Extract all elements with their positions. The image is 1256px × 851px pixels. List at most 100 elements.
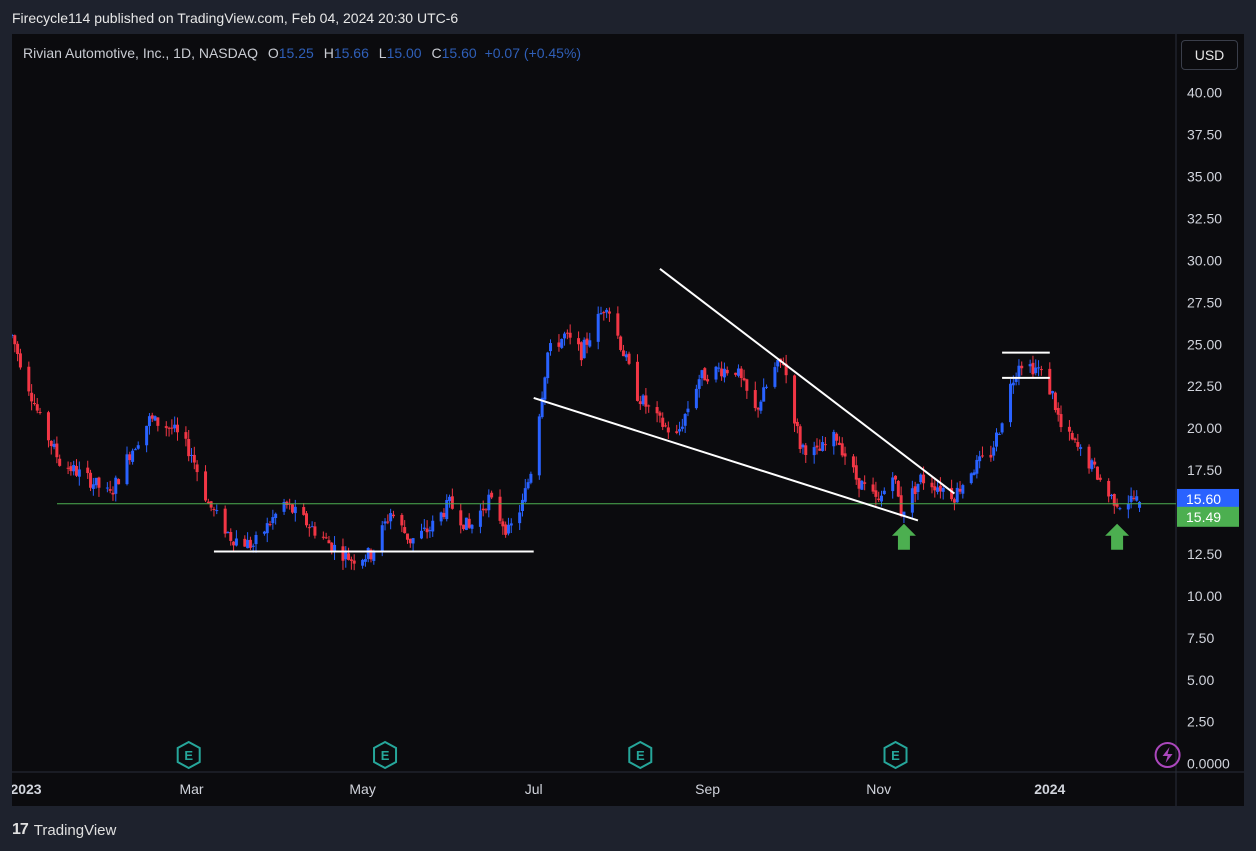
candle-body	[391, 514, 395, 517]
candle-body	[1048, 368, 1052, 395]
candle-body	[616, 313, 620, 336]
candle-body	[1067, 426, 1071, 432]
price-tick-label: 2.50	[1187, 714, 1214, 730]
candle-body	[703, 368, 707, 381]
time-tick-label: 2023	[12, 781, 42, 797]
candle-body	[1126, 503, 1130, 510]
candle-body	[16, 343, 20, 355]
candle-body	[540, 397, 544, 418]
candle-body	[13, 335, 17, 345]
currency-button[interactable]: USD	[1181, 40, 1238, 70]
candle-body	[518, 512, 522, 524]
price-chart[interactable]: 40.00 37.50 35.00 32.50 30.00 27.50 25.00 22.50…	[12, 34, 1244, 806]
candle-body	[347, 553, 351, 560]
candle-body	[77, 469, 81, 477]
candle-body	[543, 377, 547, 400]
high-value: 15.66	[333, 45, 369, 61]
candle-body	[274, 513, 278, 519]
candle-body	[950, 487, 954, 500]
candle-body	[520, 499, 524, 512]
candle-body	[209, 501, 213, 508]
candle-body	[958, 488, 962, 492]
candle-body	[537, 416, 541, 476]
candle-body	[464, 517, 468, 530]
candle-body	[94, 477, 98, 486]
candle-body	[111, 492, 115, 495]
candle-body	[635, 361, 639, 401]
earnings-badge-outline	[628, 740, 653, 770]
candle-body	[714, 366, 718, 380]
candle-body	[1000, 423, 1004, 433]
candle-body	[1034, 367, 1038, 374]
candle-body	[352, 560, 356, 564]
candle-body	[1011, 382, 1015, 386]
brand-name: TradingView	[33, 821, 117, 839]
open-label: O	[267, 45, 279, 61]
price-tick-label: 27.50	[1187, 294, 1222, 310]
candle-body	[490, 492, 494, 498]
earnings-badge-outline	[176, 740, 201, 770]
candle-body	[952, 499, 956, 503]
candle-body	[164, 426, 168, 428]
candle-body	[753, 390, 757, 409]
candle-body	[913, 486, 917, 495]
time-tick-label: Nov	[866, 781, 891, 797]
candle-body	[1053, 392, 1057, 411]
candle-body	[459, 510, 463, 526]
lightning-icon	[1154, 742, 1181, 768]
candle-body	[840, 443, 844, 456]
candle-body	[879, 495, 883, 502]
candle-body	[1118, 508, 1122, 510]
candle-body	[1073, 438, 1077, 441]
candle-body	[980, 455, 984, 457]
time-tick-label: Sep	[695, 781, 720, 797]
price-tick-label: 10.00	[1187, 588, 1222, 604]
chart-legend: Rivian Automotive, Inc., 1D, NASDAQ O 15.…	[23, 45, 581, 61]
candle-body	[969, 473, 973, 484]
lower-wedge-line	[533, 397, 919, 522]
candle-body	[1009, 383, 1013, 423]
candle-body	[874, 490, 878, 497]
candle-body	[579, 342, 583, 361]
price-tag-label: 15.60	[1186, 491, 1221, 507]
candle-body	[212, 508, 216, 510]
candle-body	[843, 453, 847, 457]
candle-body	[170, 427, 174, 429]
chart-area[interactable]: 40.00 37.50 35.00 32.50 30.00 27.50 25.00 22.50…	[12, 34, 1244, 806]
symbol-name[interactable]: Rivian Automotive, Inc., 1D, NASDAQ	[23, 45, 258, 61]
candle-body	[815, 445, 819, 448]
candle-body	[150, 415, 154, 419]
candle-body	[941, 487, 945, 492]
price-tick-label: 20.00	[1187, 420, 1222, 436]
candle-body	[439, 512, 443, 522]
candle-body	[722, 368, 726, 378]
candle-body	[877, 498, 881, 500]
candle-body	[860, 480, 864, 490]
candle-body	[922, 474, 926, 484]
candle-body	[293, 506, 297, 514]
candle-body	[484, 509, 488, 511]
candle-body	[835, 433, 839, 441]
candle-body	[66, 467, 70, 469]
candle-body	[509, 523, 513, 526]
footer-brand[interactable]: 17 TradingView	[12, 818, 116, 842]
price-tick-label: 17.50	[1187, 462, 1222, 478]
candle-body	[91, 484, 95, 489]
candle-body	[223, 508, 227, 534]
candle-body	[1132, 497, 1136, 499]
price-tick-label: 5.00	[1187, 672, 1214, 688]
candle-body	[445, 500, 449, 520]
candle-body	[793, 375, 797, 424]
price-tick-label: 25.00	[1187, 336, 1222, 352]
candle-body	[403, 527, 407, 534]
candle-body	[1138, 501, 1142, 508]
candle-body	[678, 429, 682, 432]
candle-body	[307, 527, 311, 529]
candle-body	[425, 528, 429, 533]
candle-body	[823, 444, 827, 446]
candle-body	[739, 368, 743, 379]
candle-body	[131, 450, 135, 462]
price-tick-label: 7.50	[1187, 630, 1214, 646]
price-tick-label: 12.50	[1187, 546, 1222, 562]
candle-body	[857, 478, 861, 489]
